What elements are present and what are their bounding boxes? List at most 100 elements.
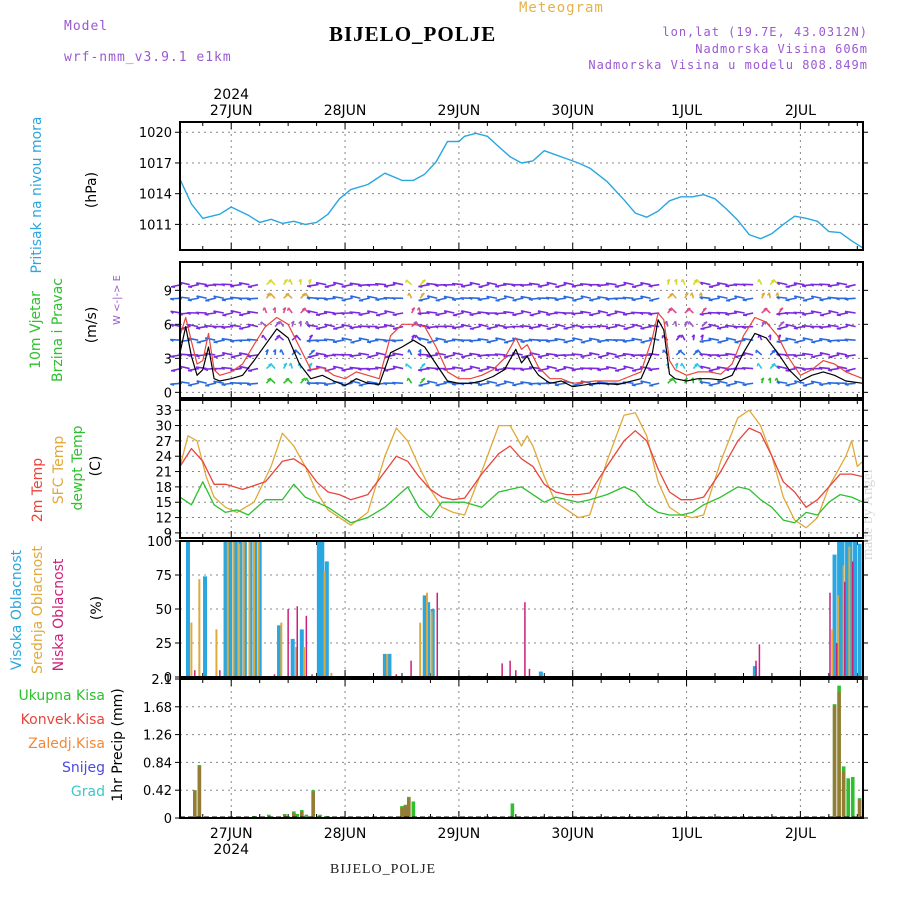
wind-arrow-head [734,295,738,299]
wind-arrow-head [631,299,636,302]
wind-arrow [699,381,711,385]
wind-arrow-head [392,365,396,370]
wind-arrow-head [170,323,174,328]
wind-arrow [392,365,404,370]
cloud-bar-1 [848,546,851,677]
wind-arrow-head [221,326,226,330]
precip-bar-0 [266,814,271,818]
wind-arrow-head [563,295,567,300]
x-tick-label-bottom: 29JUN [438,826,481,842]
year-label-top: 2024 [213,87,249,103]
wind-arrow [520,309,532,314]
wind-arrow [461,310,472,314]
wind-arrow-head [571,313,576,316]
wind-arrow-head [229,324,234,328]
wind-arrow-head [332,341,337,344]
wind-arrow [734,310,745,314]
wind-arrow-head [810,310,815,314]
wind-arrow [597,309,609,314]
wind-arrow [520,295,532,300]
wind-arrow [392,381,404,385]
cloud-bar-0 [837,541,842,677]
wind-arrow [640,295,651,300]
wind-arrow-head [760,377,765,381]
wind-arrow-head [196,295,200,299]
wind-arrow [213,380,224,385]
wind-arrow-head [486,282,490,286]
wind-arrow-head [323,383,329,387]
wind-arrow [708,323,720,328]
wind-arrow-head [716,366,721,370]
wind-arrow-head [314,297,319,301]
wind-arrow-head [520,381,524,385]
cloud-bar-0 [840,541,845,677]
wind-arrow-head [469,281,473,286]
wind-arrow-head [304,377,308,382]
wind-arrow-head [418,369,423,372]
wind-arrow-head [366,310,371,314]
cloud-bar-1 [252,541,255,677]
wind-arrow-head [605,298,610,301]
wind-arrow-head [332,281,337,286]
wind-arrow-head [640,327,645,330]
wind-arrow-head [221,299,226,302]
wind-arrow-head [640,380,644,384]
wind-arrow-head [802,313,807,316]
wind-arrow-head [298,320,302,325]
panel-bg-temperature [180,400,863,538]
wind-arrow [776,296,788,300]
precip-bar-1 [841,771,846,818]
precip-bar-1 [311,791,315,818]
wind-arrow-head [434,367,439,371]
y-tick-label: 0.42 [143,784,172,799]
wind-arrow [537,323,549,328]
wind-arrow-head [793,327,798,330]
cloud-bar-2 [758,644,761,677]
precip-bar-1 [282,814,287,818]
wind-arrow-head [571,285,576,288]
wind-arrow [688,321,695,328]
precip-legend-item: Snijeg [62,760,105,776]
wind-arrow-head [367,341,372,344]
wind-arrow-head [571,337,576,341]
wind-arrow [367,310,378,314]
wind-arrow-head [452,352,456,356]
y-tick-label: 30 [155,420,172,435]
wind-arrow-head [309,334,313,338]
y-tick-label: 0 [164,386,172,401]
wind-arrow [418,337,429,341]
wind-arrow-head [229,296,234,300]
cloud-bar-1 [238,543,241,677]
precip-bar-0 [411,801,416,818]
wind-arrow-head [307,310,311,314]
precip-legend-item: Zaledj.Kisa [28,736,105,752]
wind-arrow-head [810,295,815,300]
wind-arrow [494,353,506,356]
wind-arrow-head [528,327,534,330]
precip-bar-0 [318,814,322,818]
wind-arrow [614,310,626,314]
wind-arrow-head [230,285,235,288]
wind-arrow-head [614,356,619,359]
wind-arrow-head [420,292,425,296]
wind-arrow-head [332,365,337,370]
wind-arrow [427,380,438,385]
wind-arrow-head [666,278,670,283]
wind-arrow-head [366,368,371,372]
wind-arrow-head [170,383,175,386]
cloud-bar-0 [253,541,258,677]
wind-arrow-head [716,282,721,286]
precip-bar-1 [300,811,304,818]
wind-arrow-head [358,352,362,356]
wind-arrow [367,295,378,300]
wind-arrow-head [460,339,465,343]
precip-bar-1 [292,812,296,818]
wind-arrow-head [195,311,200,315]
wind-arrow-head [279,349,282,353]
wind-arrow-head [827,285,832,288]
wind-arrow-head [443,325,447,329]
wind-arrow-head [761,292,765,296]
wind-arrow-head [537,310,541,314]
wind-arrow-head [485,354,490,358]
wind-arrow-head [477,355,482,358]
